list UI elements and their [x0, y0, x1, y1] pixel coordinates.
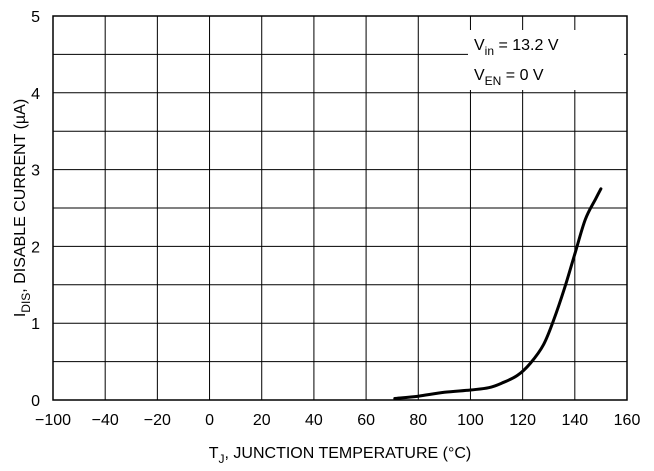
x-tick-label: 40: [305, 412, 323, 429]
x-tick-label: 0: [205, 412, 214, 429]
y-tick-label: 5: [31, 9, 40, 26]
x-tick-label: 160: [614, 412, 641, 429]
x-tick-label: −40: [92, 412, 119, 429]
y-tick-labels: 0 1 2 3 4 5: [31, 9, 40, 410]
y-axis-label: IDIS, DISABLE CURRENT (µA): [12, 99, 33, 317]
x-tick-label: 120: [509, 412, 536, 429]
y-tick-label: 2: [31, 239, 40, 256]
x-tick-label: 140: [561, 412, 588, 429]
x-tick-labels: −100 −40 −20 0 20 40 60 80 100 120 140 160: [35, 412, 640, 429]
plot-frame: [52, 15, 628, 401]
x-tick-label: 20: [253, 412, 271, 429]
y-tick-label: 0: [31, 393, 40, 410]
y-tick-label: 1: [31, 316, 40, 333]
series-curve: [393, 187, 603, 400]
x-tick-label: 80: [409, 412, 427, 429]
x-axis-label: TJ, JUNCTION TEMPERATURE (°C): [209, 445, 471, 466]
annotation-ven: VEN = 0 V: [474, 67, 544, 88]
x-tick-label: −20: [144, 412, 171, 429]
annotation-box: [468, 30, 624, 90]
x-tick-label: 60: [357, 412, 375, 429]
y-tick-label: 4: [31, 86, 40, 103]
y-tick-label: 3: [31, 163, 40, 180]
x-tick-label: −100: [35, 412, 71, 429]
annotation-vin: Vin = 13.2 V: [474, 37, 559, 58]
x-tick-label: 100: [457, 412, 484, 429]
